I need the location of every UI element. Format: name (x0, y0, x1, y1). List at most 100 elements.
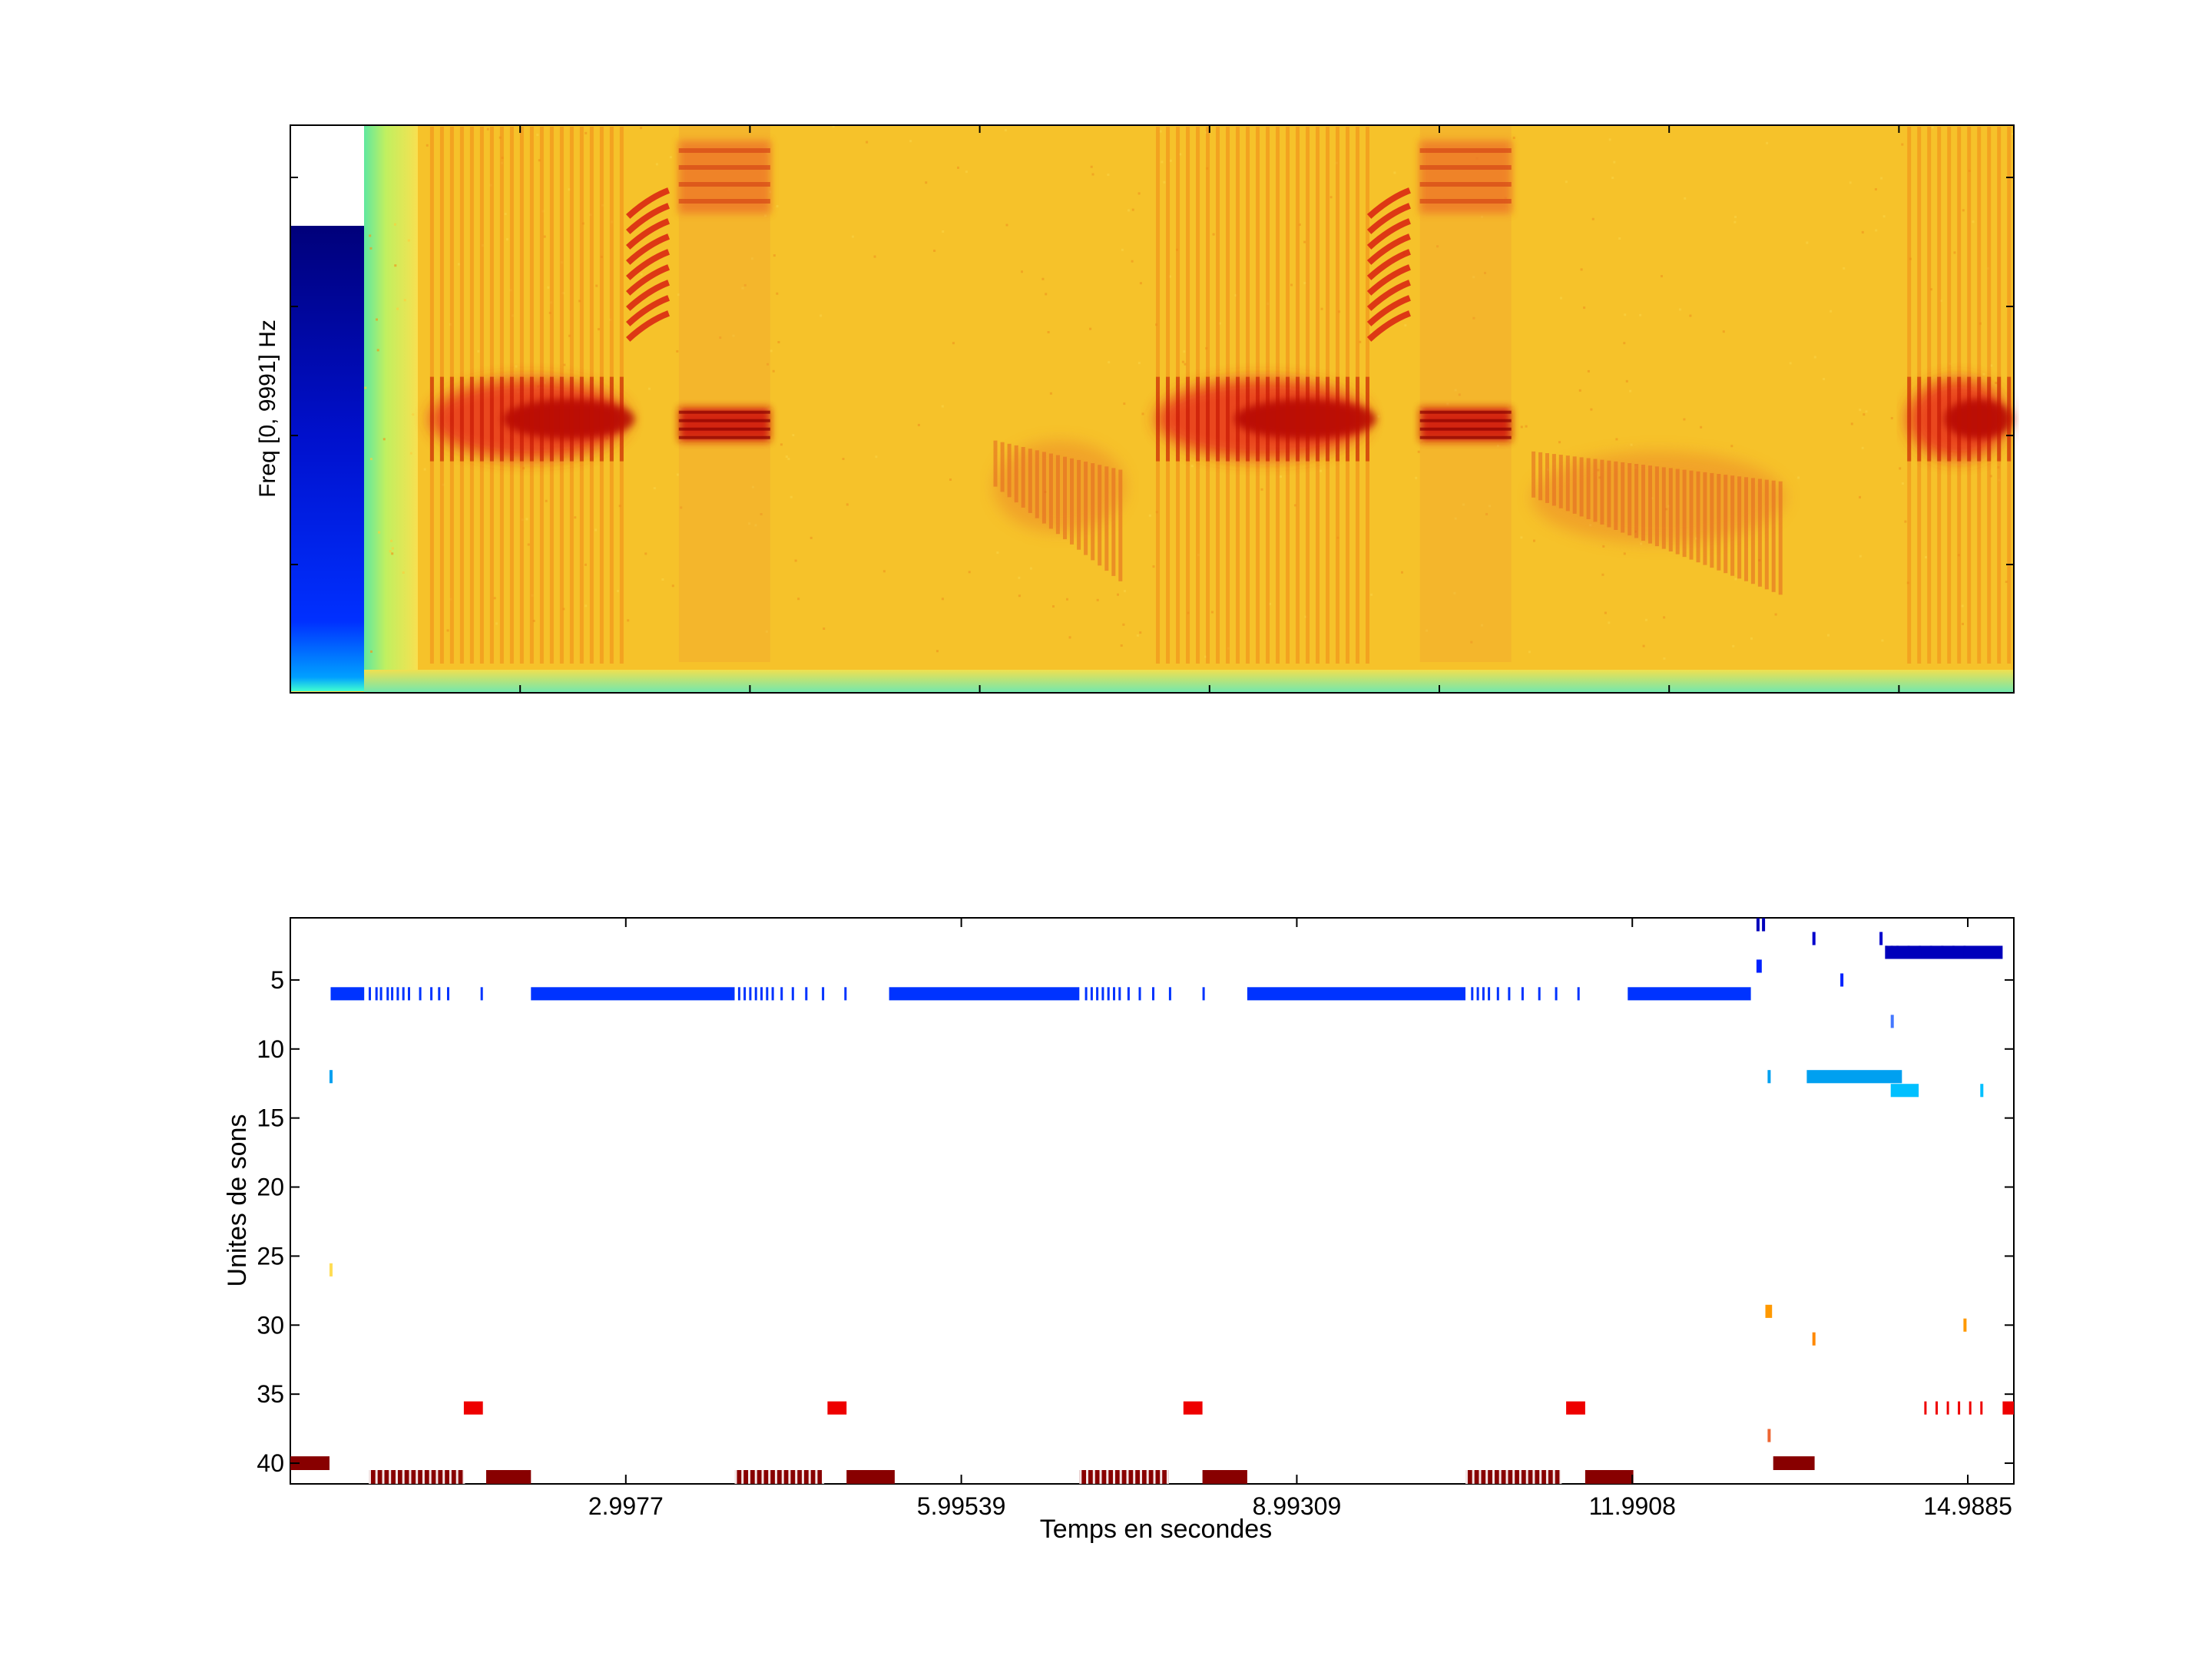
noise-speckle (1183, 350, 1186, 353)
noise-speckle (394, 264, 397, 267)
noise-speckle (1587, 369, 1590, 373)
noise-speckle (832, 125, 835, 127)
pulse-stripe (509, 376, 514, 462)
noise-speckle (1565, 180, 1568, 184)
noise-speckle (1624, 313, 1627, 316)
noise-speckle (1613, 161, 1616, 164)
unit-41-gap (422, 1470, 425, 1484)
noise-speckle (1117, 593, 1119, 596)
noise-speckle (810, 536, 813, 539)
noise-speckle (866, 141, 869, 144)
noise-speckle (1218, 322, 1221, 325)
unit-8-mark (1890, 1015, 1894, 1028)
tonal-upper-line (1419, 165, 1512, 170)
noise-speckle (403, 299, 406, 302)
unit-41-gap (801, 1470, 804, 1484)
pulse-stripe (439, 376, 444, 462)
noise-speckle (563, 363, 566, 366)
noise-speckle (1880, 177, 1883, 180)
unit-41-gap (808, 1470, 811, 1484)
tonal-upper-line (678, 182, 770, 187)
noise-speckle (1806, 241, 1809, 244)
noise-speckle (2005, 581, 2008, 583)
noise-speckle (1689, 314, 1692, 317)
noise-speckle (1415, 476, 1418, 479)
noise-speckle (536, 134, 539, 137)
noise-speckle (640, 127, 643, 130)
noise-speckle (1122, 623, 1125, 626)
noise-speckle (1899, 467, 1902, 470)
unit-41-gap (1498, 1470, 1502, 1484)
noise-speckle (1861, 230, 1864, 233)
noise-speckle (1608, 621, 1611, 624)
pulse-stripe (1336, 376, 1339, 462)
unit-36-segment (1566, 1401, 1585, 1415)
raster-x-tick-label: 2.9977 (588, 1492, 664, 1520)
unit-41-gap (1146, 1470, 1149, 1484)
unit-6-tick (1202, 987, 1205, 1001)
noise-speckle (402, 571, 405, 574)
unit-41-gap (429, 1470, 432, 1484)
pulse-stripe (549, 376, 554, 462)
noise-speckle (676, 350, 679, 353)
unit-6-tick (408, 987, 410, 1001)
unit-6-tick (1107, 987, 1110, 1001)
unit-6-segment (1247, 987, 1465, 1001)
noise-speckle (1107, 174, 1110, 176)
noise-speckle (968, 571, 971, 574)
noise-speckle (1990, 364, 1993, 367)
noise-speckle (644, 552, 647, 555)
pulse-stripe (1316, 376, 1320, 462)
noise-speckle (1930, 288, 1932, 291)
pulse-stripe (589, 376, 594, 462)
pulse-stripe (599, 376, 604, 462)
noise-speckle (394, 223, 396, 226)
noise-speckle (1774, 613, 1777, 616)
noise-speckle (1454, 517, 1457, 520)
unit-41-segment (486, 1470, 531, 1484)
unit-13-segment (1890, 1084, 1919, 1098)
spectrogram-ticks (290, 125, 2014, 693)
noise-speckle (1611, 177, 1614, 179)
raster-x-tick-label: 11.9908 (1589, 1492, 1676, 1520)
noise-speckle (1091, 173, 1094, 176)
noise-speckle (1961, 604, 1964, 608)
tonal-main-line (678, 435, 770, 439)
noise-speckle (1096, 598, 1099, 601)
noise-speckle (820, 314, 823, 317)
noise-speckle (1602, 545, 1605, 548)
sweep-stroke (1771, 480, 1776, 592)
pulse-stripe (1286, 376, 1290, 462)
pulse-stripe (579, 376, 584, 462)
raster-y-tick-label: 40 (257, 1449, 284, 1477)
tonal-main-line (678, 410, 770, 414)
noise-speckle (369, 247, 373, 250)
unit-6-tick (1521, 987, 1524, 1001)
unit-36-tick (1946, 1401, 1949, 1415)
pulse-stripe (459, 376, 464, 462)
unit-41-gap (768, 1470, 771, 1484)
chirp-harmonic (1366, 249, 1411, 280)
noise-speckle (1830, 310, 1833, 313)
chirp-harmonic (626, 280, 671, 311)
noise-speckle (941, 598, 944, 601)
noise-speckle (1901, 143, 1904, 146)
noise-speckle (787, 458, 790, 460)
noise-speckle (1750, 637, 1753, 640)
noise-speckle (1124, 590, 1126, 593)
noise-speckle (407, 239, 410, 242)
noise-speckle (1881, 639, 1884, 642)
noise-speckle (780, 443, 783, 446)
unit-41-gap (1119, 1470, 1122, 1484)
unit-6-segment (889, 987, 1080, 1001)
sweep-stroke (1778, 481, 1783, 595)
noise-speckle (1021, 270, 1023, 273)
unit-1-mark (1762, 918, 1766, 932)
pulse-stripe (1356, 376, 1359, 462)
noise-speckle (1730, 445, 1734, 448)
noise-speckle (1995, 382, 1998, 384)
unit-30-mark (1963, 1318, 1967, 1332)
noise-speckle (543, 235, 546, 238)
noise-speckle (1520, 426, 1523, 429)
